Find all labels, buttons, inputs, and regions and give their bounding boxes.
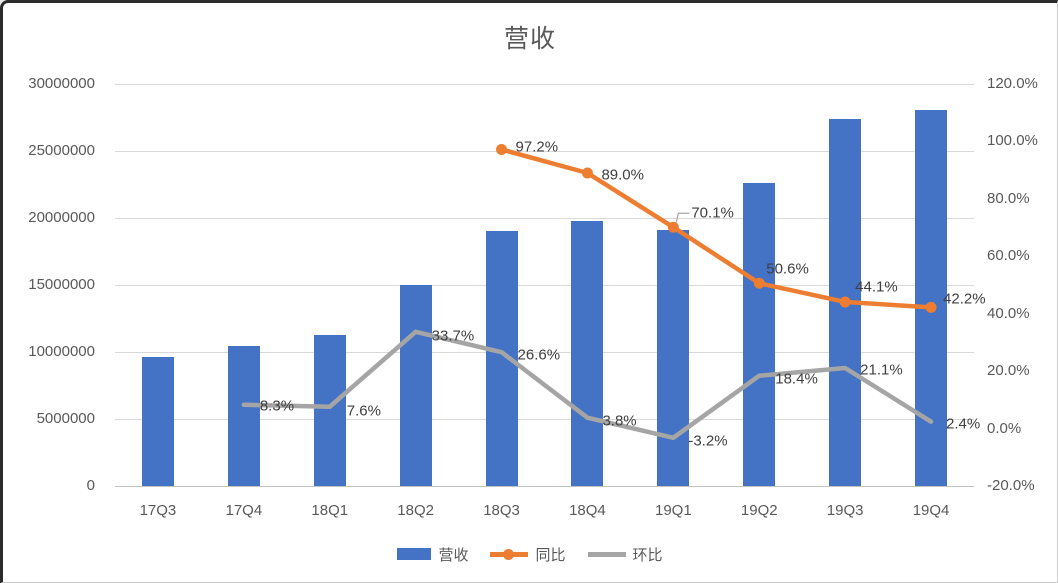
revenue-bar-19Q1[interactable] [657,229,690,486]
同比-label-18Q4: 89.0% [601,166,644,184]
revenue-bar-17Q3[interactable] [141,356,174,486]
环比-label-18Q2: 33.7% [431,327,475,345]
left-axis-tick: 5000000 [36,410,95,427]
legend-label: 环比 [632,546,663,564]
right-axis-tick: -20.0% [987,477,1035,494]
legend-line-swatch [490,548,529,561]
left-axis-tick: 15000000 [28,276,95,293]
right-axis-tick: 20.0% [987,362,1030,380]
同比-label-19Q1: 70.1% [691,204,734,222]
环比-label-19Q1: -3.2% [688,432,728,450]
环比-label-19Q3: 21.1% [860,361,903,379]
同比-label-19Q2: 50.6% [766,260,809,278]
环比-label-19Q2: 18.4% [775,370,818,388]
revenue-bar-19Q3[interactable] [829,118,862,486]
left-axis-tick: 25000000 [28,142,95,159]
同比-label-19Q4: 42.2% [943,290,986,308]
left-axis-tick: 30000000 [28,75,95,92]
x-axis-label-18Q3: 18Q3 [483,502,520,519]
x-axis-label-19Q4: 19Q4 [912,502,950,519]
left-axis-tick: 20000000 [28,209,95,226]
同比-marker[interactable] [581,167,593,179]
revenue-bar-19Q2[interactable] [743,182,776,486]
right-axis-tick: 100.0% [987,132,1038,150]
left-axis-tick: 10000000 [28,343,95,360]
x-axis-label-19Q1: 19Q1 [654,502,692,519]
环比-label-19Q4: 2.4% [946,415,981,433]
legend-marker-dot [503,548,515,560]
同比-label-18Q3: 97.2% [515,138,559,156]
right-axis-tick: 120.0% [987,75,1038,92]
x-axis-label-19Q2: 19Q2 [740,502,778,519]
legend-label: 营收 [438,546,469,564]
revenue-bar-17Q4[interactable] [227,345,260,486]
legend-line [587,551,626,557]
gridline [115,84,974,85]
legend-bar-swatch [397,548,432,560]
right-axis-tick: 80.0% [987,189,1030,207]
chart-title: 营收 [503,25,556,53]
环比-label-18Q1: 7.6% [346,402,381,420]
环比-label-18Q3: 26.6% [517,346,561,364]
x-axis-label-17Q4: 17Q4 [225,502,263,519]
revenue-bar-18Q1[interactable] [313,335,346,486]
revenue-bar-18Q3[interactable] [485,230,518,486]
x-axis-label-18Q1: 18Q1 [311,502,349,519]
同比-label-19Q3: 44.1% [855,278,898,296]
x-axis-label-19Q3: 19Q3 [826,502,864,519]
x-axis-label-18Q4: 18Q4 [569,502,606,519]
legend: 营收 同比 环比 [3,543,1057,565]
环比-label-18Q4: 3.8% [602,412,637,430]
line-series-layer [241,143,937,441]
legend-item-yoy[interactable]: 同比 [490,544,566,565]
x-axis-label-17Q3: 17Q3 [139,502,177,519]
revenue-bar-18Q4[interactable] [571,221,604,486]
legend-item-qoq[interactable]: 环比 [587,544,663,565]
right-axis-tick: 60.0% [987,247,1030,265]
legend-item-revenue[interactable]: 营收 [397,544,468,565]
同比-marker[interactable] [496,143,508,155]
环比-label-17Q4: 8.3% [259,397,295,415]
revenue-bar-18Q2[interactable] [399,284,432,486]
legend-label: 同比 [535,546,566,564]
legend-line-swatch [587,548,626,561]
left-axis-tick: 0 [86,477,95,494]
x-axis-label-18Q2: 18Q2 [397,502,434,519]
x-axis-line [115,486,974,487]
right-axis-tick: 0.0% [987,419,1022,437]
right-axis-tick: 40.0% [987,304,1030,322]
